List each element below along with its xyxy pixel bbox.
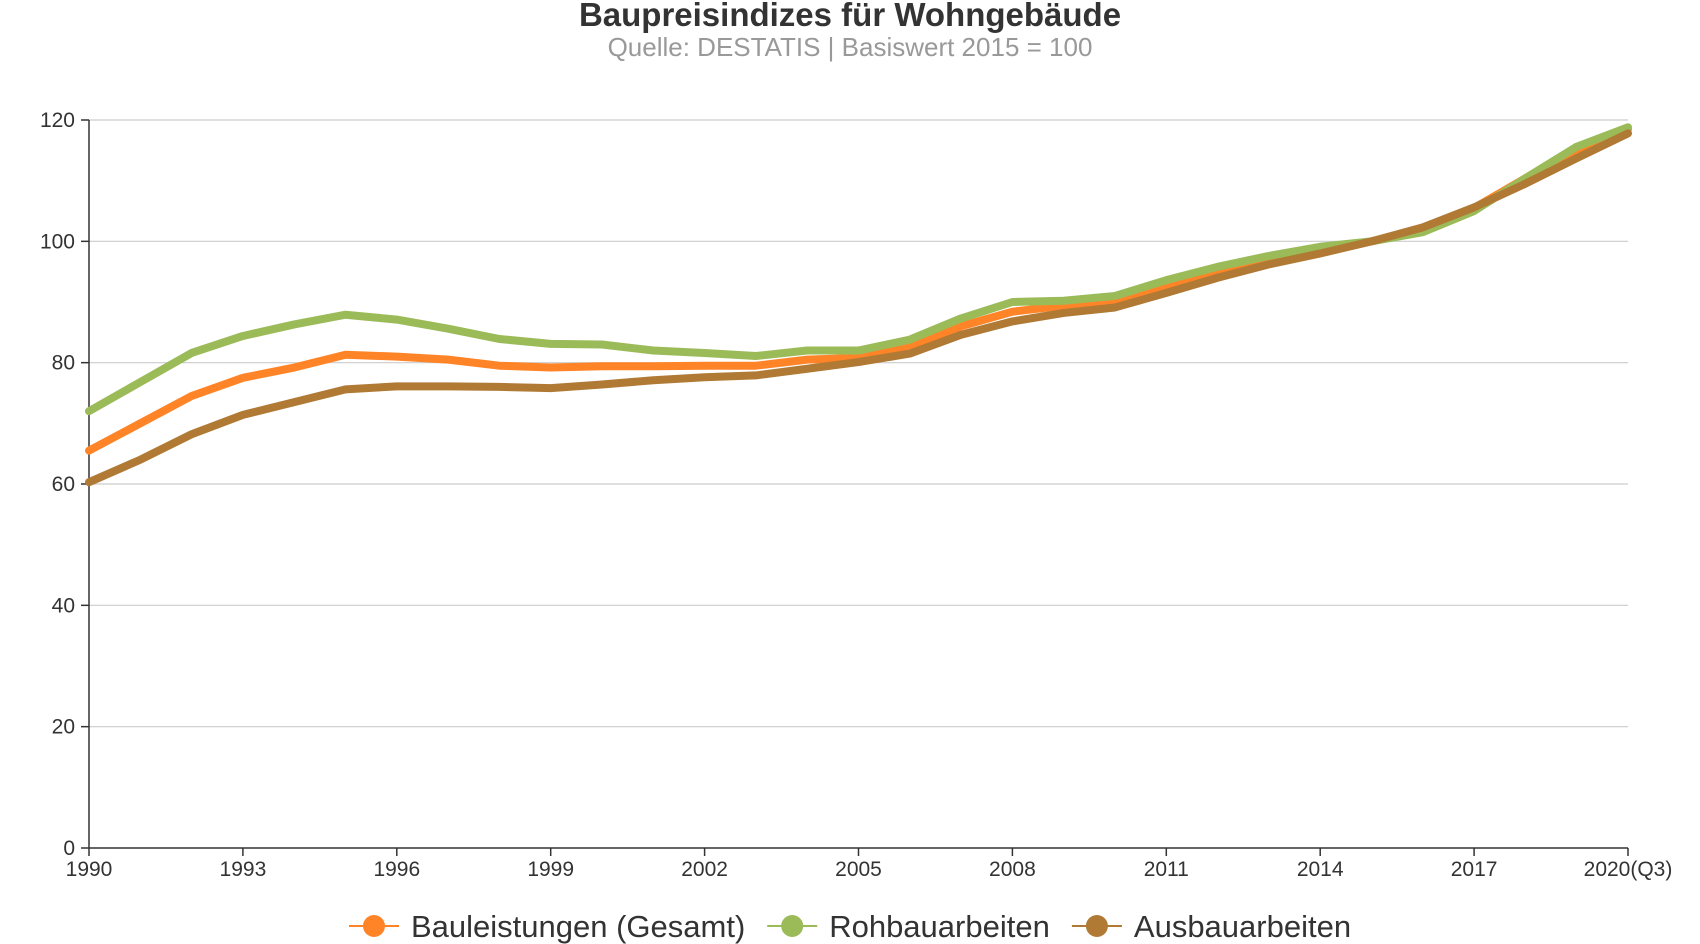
y-tick-label: 20: [52, 716, 75, 739]
legend-label: Ausbauarbeiten: [1134, 909, 1351, 944]
legend-marker-icon: [363, 915, 385, 937]
x-tick-label: 2020(Q3): [1584, 858, 1673, 881]
legend-label: Rohbauarbeiten: [829, 909, 1050, 944]
x-tick-label: 2002: [681, 858, 728, 881]
series-line-3: [85, 129, 1632, 487]
chart-title: Baupreisindizes für Wohngebäude: [579, 0, 1121, 33]
legend-marker-icon: [781, 915, 804, 937]
x-tick-label: 2011: [1144, 858, 1189, 881]
y-tick-label: 120: [40, 109, 75, 132]
legend-label: Bauleistungen (Gesamt): [411, 909, 745, 944]
axes: 0 20 40 60 80 100 120 1990 1993 1996 1999 2002 2005 2…: [40, 109, 1672, 881]
x-tick-label: 2017: [1451, 858, 1498, 881]
x-tick-label: 2014: [1297, 858, 1344, 881]
y-tick-label: 100: [40, 230, 75, 253]
legend-item-2[interactable]: Rohbauarbeiten: [767, 909, 1050, 944]
y-tick-label: 0: [63, 837, 75, 860]
series-lines: [85, 123, 1632, 487]
legend-item-3[interactable]: Ausbauarbeiten: [1071, 909, 1351, 944]
legend-marker-icon: [1085, 915, 1108, 937]
x-tick-label: 1990: [66, 858, 113, 881]
legend: Bauleistungen (Gesamt) Rohbauarbeiten Ausb…: [349, 909, 1351, 944]
grid-lines: [89, 119, 1628, 728]
legend-item-1[interactable]: Bauleistungen (Gesamt): [349, 909, 745, 944]
x-tick-label: 2005: [835, 858, 882, 881]
x-tick-label: 1999: [527, 858, 574, 881]
y-tick-label: 80: [52, 352, 75, 375]
y-tick-label: 40: [52, 594, 75, 617]
y-tick-label: 60: [52, 473, 75, 496]
x-tick-label: 1993: [220, 858, 267, 881]
series-line-1: [85, 125, 1632, 455]
x-tick-label: 1996: [373, 858, 420, 881]
chart-subtitle: Quelle: DESTATIS | Basiswert 2015 = 100: [608, 32, 1093, 62]
series-line-2: [85, 123, 1632, 416]
x-tick-label: 2008: [989, 858, 1036, 881]
